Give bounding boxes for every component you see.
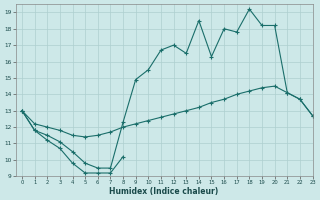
X-axis label: Humidex (Indice chaleur): Humidex (Indice chaleur) (109, 187, 219, 196)
